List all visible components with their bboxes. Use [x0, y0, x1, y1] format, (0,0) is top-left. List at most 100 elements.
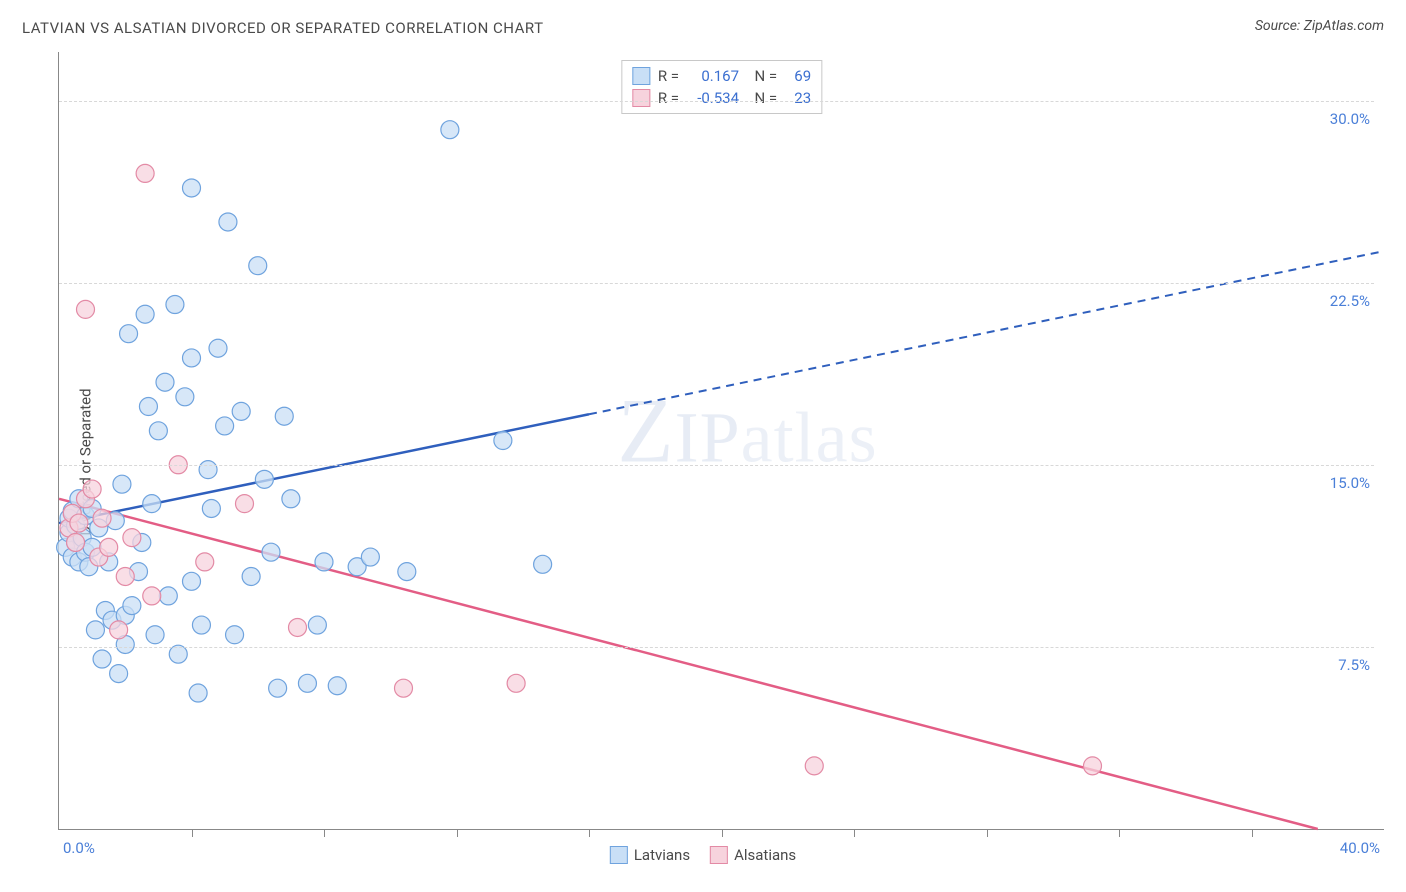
data-point: [805, 757, 823, 775]
data-point: [83, 480, 101, 498]
x-tick: [987, 829, 988, 837]
x-tick: [722, 829, 723, 837]
data-point: [395, 679, 413, 697]
y-tick-label: 7.5%: [1338, 656, 1370, 674]
data-point: [255, 470, 273, 488]
gridline: [59, 465, 1374, 466]
data-point: [398, 563, 416, 581]
y-tick-label: 15.0%: [1330, 474, 1370, 492]
gridline: [59, 647, 1374, 648]
data-point: [149, 422, 167, 440]
stats-row: R = -0.534 N = 23: [632, 87, 811, 109]
x-axis-max: 40.0%: [1340, 839, 1380, 857]
data-point: [209, 339, 227, 357]
data-point: [328, 677, 346, 695]
data-point: [139, 398, 157, 416]
data-point: [123, 529, 141, 547]
chart-source: Source: ZipAtlas.com: [1255, 18, 1384, 34]
x-tick: [324, 829, 325, 837]
gridline: [59, 283, 1374, 284]
data-point: [146, 626, 164, 644]
legend-item: Alsatians: [710, 846, 796, 864]
x-tick: [1252, 829, 1253, 837]
x-axis-min: 0.0%: [63, 839, 95, 857]
data-point: [308, 616, 326, 634]
data-point: [269, 679, 287, 697]
x-tick: [854, 829, 855, 837]
data-point: [202, 499, 220, 517]
data-point: [507, 674, 525, 692]
data-point: [275, 407, 293, 425]
data-point: [289, 618, 307, 636]
data-point: [143, 587, 161, 605]
data-point: [494, 432, 512, 450]
plot-area: ZIPatlas R = 0.167 N = 69 R = -0.534 N =…: [58, 52, 1384, 830]
x-tick: [457, 829, 458, 837]
data-point: [136, 305, 154, 323]
legend-label: Latvians: [634, 846, 690, 864]
x-tick: [589, 829, 590, 837]
data-point: [86, 621, 104, 639]
chart-container: Divorced or Separated ZIPatlas R = 0.167…: [22, 52, 1384, 872]
data-point: [159, 587, 177, 605]
y-tick-label: 22.5%: [1330, 292, 1370, 310]
data-point: [196, 553, 214, 571]
trend-line: [59, 499, 1318, 829]
data-point: [93, 509, 111, 527]
stats-legend: R = 0.167 N = 69 R = -0.534 N = 23: [621, 60, 822, 114]
x-tick: [1119, 829, 1120, 837]
series-legend: Latvians Alsatians: [610, 846, 796, 864]
plot-svg: [59, 52, 1384, 829]
data-point: [183, 572, 201, 590]
gridline: [59, 101, 1374, 102]
data-point: [315, 553, 333, 571]
data-point: [249, 257, 267, 275]
legend-label: Alsatians: [734, 846, 796, 864]
data-point: [70, 514, 88, 532]
stat-r-label: R =: [658, 87, 679, 109]
data-point: [183, 349, 201, 367]
swatch-icon: [710, 846, 728, 864]
swatch-icon: [632, 89, 650, 107]
data-point: [361, 548, 379, 566]
data-point: [242, 567, 260, 585]
data-point: [166, 296, 184, 314]
data-point: [226, 626, 244, 644]
swatch-icon: [610, 846, 628, 864]
data-point: [123, 597, 141, 615]
data-point: [262, 543, 280, 561]
chart-title: LATVIAN VS ALSATIAN DIVORCED OR SEPARATE…: [22, 19, 544, 37]
stat-n-label: N =: [747, 65, 777, 87]
stat-r-value: -0.534: [687, 87, 739, 109]
trend-line-dashed: [589, 251, 1384, 414]
data-point: [183, 179, 201, 197]
stats-row: R = 0.167 N = 69: [632, 65, 811, 87]
data-point: [232, 402, 250, 420]
y-tick-label: 30.0%: [1330, 110, 1370, 128]
stat-n-value: 69: [785, 65, 811, 87]
data-point: [67, 533, 85, 551]
data-point: [136, 164, 154, 182]
trend-line: [59, 414, 589, 523]
legend-item: Latvians: [610, 846, 690, 864]
data-point: [216, 417, 234, 435]
data-point: [77, 300, 95, 318]
data-point: [189, 684, 207, 702]
stat-r-label: R =: [658, 65, 679, 87]
data-point: [534, 555, 552, 573]
data-point: [176, 388, 194, 406]
data-point: [441, 121, 459, 139]
data-point: [113, 475, 131, 493]
swatch-icon: [632, 67, 650, 85]
data-point: [1084, 757, 1102, 775]
data-point: [116, 567, 134, 585]
data-point: [298, 674, 316, 692]
data-point: [110, 621, 128, 639]
data-point: [100, 538, 118, 556]
x-tick: [192, 829, 193, 837]
data-point: [143, 495, 161, 513]
data-point: [199, 461, 217, 479]
stat-n-label: N =: [747, 87, 777, 109]
data-point: [120, 325, 138, 343]
data-point: [236, 495, 254, 513]
